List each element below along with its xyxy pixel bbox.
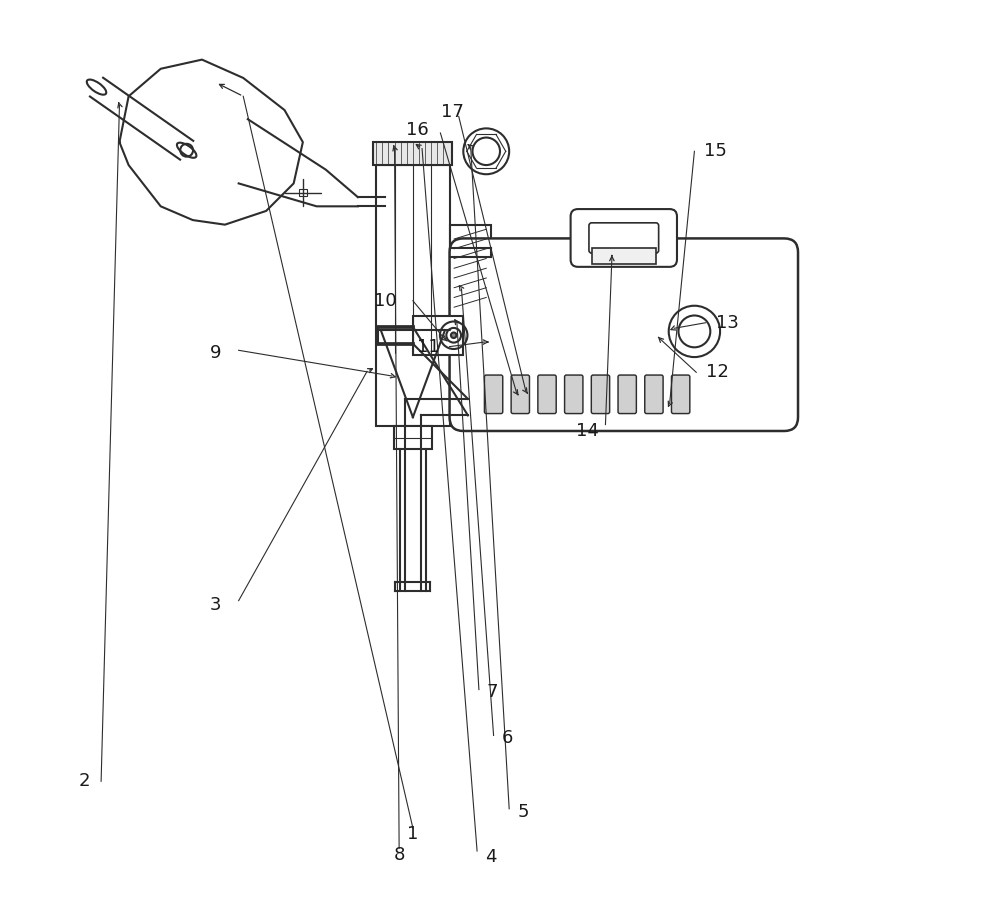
Text: 4: 4: [485, 848, 497, 867]
Text: 7: 7: [487, 683, 498, 702]
Text: 16: 16: [406, 121, 429, 139]
Text: 3: 3: [210, 596, 221, 614]
Ellipse shape: [177, 143, 196, 158]
Text: 6: 6: [502, 729, 513, 747]
FancyBboxPatch shape: [671, 375, 690, 414]
Text: 10: 10: [374, 292, 397, 310]
FancyBboxPatch shape: [538, 375, 556, 414]
FancyBboxPatch shape: [618, 375, 636, 414]
FancyBboxPatch shape: [571, 209, 677, 267]
Text: 1: 1: [407, 825, 419, 844]
Text: 15: 15: [704, 142, 727, 160]
Text: 12: 12: [706, 363, 729, 381]
FancyBboxPatch shape: [645, 375, 663, 414]
Ellipse shape: [87, 80, 106, 94]
Bar: [413, 316, 463, 355]
Circle shape: [451, 333, 456, 338]
Bar: [376, 165, 450, 426]
FancyBboxPatch shape: [591, 375, 610, 414]
Text: 2: 2: [79, 772, 90, 790]
FancyBboxPatch shape: [589, 223, 659, 253]
Bar: [373, 142, 452, 165]
FancyBboxPatch shape: [484, 375, 503, 414]
Text: 13: 13: [716, 314, 739, 332]
Bar: [394, 426, 432, 449]
Text: 17: 17: [441, 103, 464, 121]
Bar: [299, 189, 307, 196]
Text: 8: 8: [393, 845, 405, 864]
FancyBboxPatch shape: [565, 375, 583, 414]
FancyBboxPatch shape: [450, 238, 798, 431]
Circle shape: [463, 128, 509, 174]
Text: 11: 11: [417, 337, 440, 356]
Text: 9: 9: [210, 344, 221, 362]
Bar: [592, 248, 656, 264]
Bar: [450, 225, 491, 316]
Text: 5: 5: [517, 802, 529, 821]
FancyBboxPatch shape: [511, 375, 529, 414]
Text: 14: 14: [576, 422, 599, 440]
